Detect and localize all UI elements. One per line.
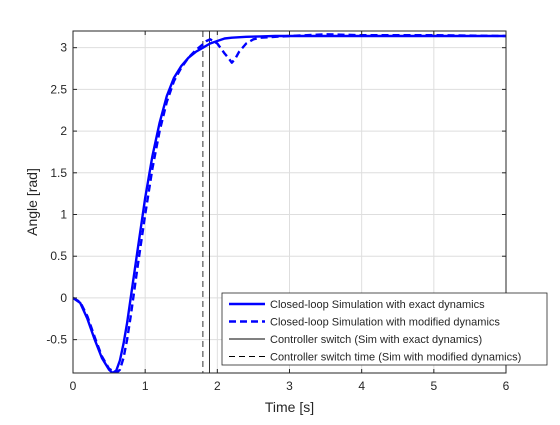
x-tick-label: 5	[430, 379, 437, 393]
y-tick-label: 1.5	[50, 166, 67, 180]
y-axis-label: Angle [rad]	[24, 168, 40, 236]
series-line	[73, 33, 506, 373]
x-tick-label: 4	[358, 379, 365, 393]
data-series	[73, 31, 506, 373]
legend-entry-label: Closed-loop Simulation with exact dynami…	[270, 299, 485, 311]
y-tick-label: 0	[60, 291, 67, 305]
x-tick-label: 2	[214, 379, 221, 393]
x-tick-label: 6	[503, 379, 510, 393]
legend-box	[221, 292, 548, 366]
y-tick-label: 2.5	[50, 82, 67, 96]
x-tick-label: 3	[286, 379, 293, 393]
axis-ticks: 0 1 2 3 4 5 6 -0.5 0 0.5 1 1.5 2 2.5 3	[46, 31, 510, 393]
legend: Closed-loop Simulation with exact dynami…	[221, 292, 548, 366]
legend-entry-label: Controller switch time (Sim with modifie…	[270, 352, 521, 364]
y-tick-label: 0.5	[50, 249, 67, 263]
legend-entry-label: Closed-loop Simulation with modified dyn…	[270, 317, 500, 329]
y-tick-label: -0.5	[46, 333, 67, 347]
x-tick-label: 0	[70, 379, 77, 393]
legend-entry-label: Controller switch (Sim with exact dynami…	[270, 334, 482, 346]
y-tick-label: 2	[60, 124, 67, 138]
x-axis-label: Time [s]	[265, 399, 314, 415]
y-tick-label: 3	[60, 41, 67, 55]
x-tick-label: 1	[142, 379, 149, 393]
y-tick-label: 1	[60, 208, 67, 222]
